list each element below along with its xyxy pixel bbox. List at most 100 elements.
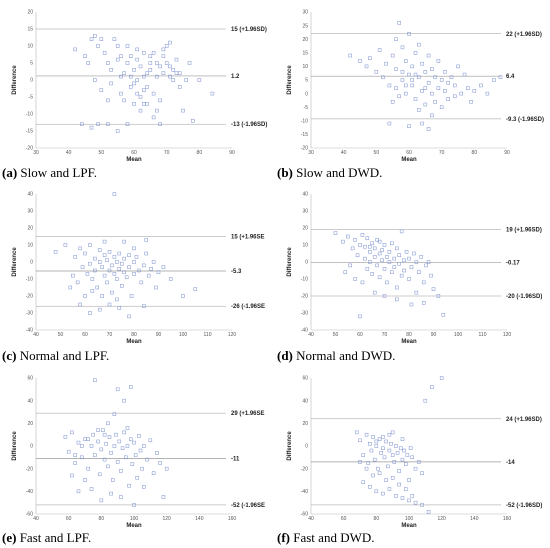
data-point	[392, 256, 397, 261]
data-point	[392, 460, 397, 464]
data-point	[374, 489, 379, 494]
data-point	[115, 460, 120, 464]
data-point	[78, 246, 82, 251]
data-point	[99, 88, 104, 92]
x-axis-label: Mean	[126, 523, 142, 529]
data-point	[420, 503, 424, 507]
y-tick-label: 30	[302, 10, 308, 16]
data-point	[210, 91, 215, 96]
data-point	[132, 440, 136, 445]
chart-panel-f: 60 40 20 0 -20 -40 -60 40 60 80 100 120 140 160 24 (+1…	[275, 366, 545, 546]
data-point	[387, 487, 392, 491]
data-point	[89, 37, 94, 41]
data-point	[109, 81, 113, 86]
data-point	[423, 102, 428, 107]
data-point	[394, 494, 398, 498]
data-point	[135, 91, 140, 96]
data-point	[426, 80, 431, 85]
data-point	[148, 61, 153, 65]
data-point	[408, 446, 413, 451]
x-tick-label: 60	[82, 332, 88, 338]
data-point	[403, 91, 408, 96]
x-axis-label: Mean	[401, 523, 417, 529]
y-tick-label: 40	[27, 192, 33, 198]
data-point	[358, 243, 362, 247]
data-point	[375, 263, 379, 268]
data-point	[140, 466, 144, 471]
y-tick-label: 40	[302, 192, 308, 198]
data-point	[343, 270, 348, 274]
data-point	[387, 260, 392, 264]
data-point	[498, 75, 503, 80]
data-point	[364, 466, 369, 471]
data-point	[161, 71, 166, 75]
data-point	[174, 71, 179, 75]
y-axis-label: Difference	[12, 431, 18, 461]
data-point	[151, 471, 156, 475]
data-point	[75, 280, 80, 285]
data-point	[86, 437, 91, 441]
y-tick-label: 15	[27, 27, 33, 33]
y-tick-label: -15	[26, 129, 33, 135]
data-point	[109, 68, 113, 72]
data-point	[380, 248, 384, 252]
x-axis-label: Mean	[126, 157, 142, 163]
data-point	[358, 460, 362, 464]
data-point	[433, 100, 437, 104]
x-tick-label: 100	[130, 516, 139, 522]
data-point	[177, 71, 182, 75]
x-tick-label: 80	[374, 516, 380, 522]
data-point	[413, 466, 418, 471]
x-tick-label: 140	[470, 516, 479, 522]
data-point	[142, 444, 146, 448]
data-point	[410, 494, 415, 498]
data-point	[374, 439, 379, 444]
data-point	[132, 260, 136, 264]
data-point	[436, 294, 441, 298]
data-point	[99, 37, 104, 41]
data-point	[436, 59, 441, 63]
data-point	[433, 75, 437, 80]
data-point	[158, 461, 162, 465]
data-point	[441, 312, 446, 317]
y-tick-label: -60	[301, 512, 308, 518]
chart-panel-a: 20 15 10 5 0 -5 -10 -15 -20 30 40 50 60 70 80 90 15 (+1.…	[0, 0, 270, 180]
reference-line-label: -0.17	[506, 260, 520, 266]
data-point	[387, 121, 392, 126]
data-point	[372, 255, 377, 259]
reference-line-label: -13 (-1.96SD)	[231, 122, 267, 128]
data-point	[390, 453, 395, 457]
data-point	[148, 68, 153, 72]
x-tick-label: 30	[308, 150, 314, 156]
reference-line-label: -14	[506, 460, 515, 466]
data-point	[155, 74, 159, 79]
data-point	[353, 277, 357, 281]
data-point	[119, 495, 123, 499]
y-axis-label: Difference	[12, 247, 18, 277]
data-point	[115, 277, 119, 281]
x-tick-label: 50	[333, 332, 339, 338]
data-point	[138, 95, 143, 99]
x-tick-label: 120	[437, 516, 446, 522]
data-point	[90, 289, 95, 293]
data-point	[76, 489, 81, 494]
data-point	[400, 78, 405, 82]
reference-line-label: 24 (+1.96SD)	[506, 417, 542, 423]
data-point	[132, 68, 136, 72]
data-point	[420, 471, 424, 475]
data-point	[134, 255, 139, 259]
data-point	[346, 234, 350, 239]
data-point	[79, 444, 84, 448]
y-tick-label: 40	[27, 398, 33, 404]
y-tick-label: -40	[26, 328, 33, 334]
data-point	[472, 89, 477, 93]
data-point	[361, 453, 366, 457]
x-tick-label: 40	[33, 516, 39, 522]
data-point	[181, 294, 185, 298]
data-point	[97, 472, 102, 477]
data-point	[364, 64, 369, 69]
x-tick-label: 40	[66, 150, 72, 156]
data-point	[133, 453, 138, 457]
data-point	[105, 258, 109, 263]
